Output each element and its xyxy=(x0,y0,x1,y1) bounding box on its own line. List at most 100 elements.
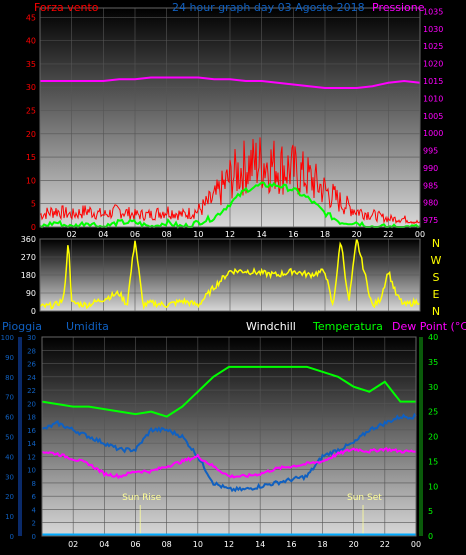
x-tick-label: 04 xyxy=(99,540,109,549)
x-tick-label: 00 xyxy=(411,540,421,549)
x-tick-label: 12 xyxy=(225,230,235,239)
humidity-tick-label: 0 xyxy=(32,533,36,541)
humidity-label: Umidita xyxy=(66,320,109,333)
sunset-label: Sun Set xyxy=(347,493,382,503)
pressure-tick-label: 1005 xyxy=(423,112,443,121)
x-tick-label: 16 xyxy=(288,230,298,239)
direction-tick-label: 270 xyxy=(21,253,36,262)
rain-tick-label: 10 xyxy=(5,513,14,521)
pressure-tick-label: 980 xyxy=(423,199,438,208)
pressure-tick-label: 1010 xyxy=(423,94,443,103)
chart-title: 24 hour graph day 03 Agosto 2018 xyxy=(172,1,365,14)
wind-tick-label: 0 xyxy=(31,223,36,232)
pressure-tick-label: 1025 xyxy=(423,42,443,51)
wind-axis-label: Forza vento xyxy=(34,1,99,14)
x-tick-label: 04 xyxy=(98,230,108,239)
x-tick-label: 06 xyxy=(130,230,140,239)
temperature-humidity-panel: 0246810121416182022242628300102030405060… xyxy=(1,320,466,549)
panel3-ticks: 0246810121416182022242628300102030405060… xyxy=(1,333,439,549)
wind-pressure-panel: 0510152025303540459759809859909951000100… xyxy=(26,1,444,239)
wind-tick-label: 45 xyxy=(26,13,36,22)
x-tick-label: 22 xyxy=(380,540,390,549)
panel3-series xyxy=(41,365,417,537)
x-tick-label: 20 xyxy=(352,230,362,239)
humidity-tick-label: 30 xyxy=(27,334,36,342)
humidity-tick-label: 20 xyxy=(27,400,36,408)
x-tick-label: 06 xyxy=(130,540,140,549)
compass-label: N xyxy=(432,305,440,318)
temperature-tick-label: 35 xyxy=(428,358,438,367)
x-tick-label: 18 xyxy=(320,230,330,239)
temperature-tick-label: 25 xyxy=(428,408,438,417)
humidity-tick-label: 16 xyxy=(27,427,36,435)
humidity-tick-label: 6 xyxy=(32,493,37,501)
direction-tick-label: 90 xyxy=(26,289,36,298)
temperature-axis-bar xyxy=(419,337,423,536)
pressure-tick-label: 1015 xyxy=(423,77,443,86)
humidity-tick-label: 12 xyxy=(27,453,36,461)
humidity-tick-label: 18 xyxy=(27,414,36,422)
temperature-tick-label: 0 xyxy=(428,532,433,541)
rain-tick-label: 20 xyxy=(5,493,14,501)
wind-tick-label: 15 xyxy=(26,153,36,162)
compass-label: S xyxy=(433,271,440,284)
x-tick-label: 08 xyxy=(162,230,172,239)
humidity-tick-label: 26 xyxy=(27,361,36,369)
humidity-tick-label: 4 xyxy=(32,506,37,514)
wind-tick-label: 5 xyxy=(31,200,36,209)
temperature-tick-label: 20 xyxy=(428,433,438,442)
sunrise-label: Sun Rise xyxy=(122,493,161,503)
temperature-tick-label: 5 xyxy=(428,507,433,516)
pressure-tick-label: 975 xyxy=(423,216,438,225)
wind-tick-label: 40 xyxy=(26,37,36,46)
humidity-tick-label: 10 xyxy=(27,467,36,475)
wind-tick-label: 10 xyxy=(26,176,36,185)
x-tick-label: 08 xyxy=(162,540,172,549)
x-tick-label: 10 xyxy=(193,230,203,239)
humidity-tick-label: 2 xyxy=(32,520,36,528)
x-tick-label: 16 xyxy=(286,540,296,549)
dewpoint-label: Dew Point (°C) xyxy=(392,320,466,333)
series-line xyxy=(41,412,417,493)
pressure-tick-label: 990 xyxy=(423,164,438,173)
x-tick-label: 20 xyxy=(349,540,359,549)
temperature-tick-label: 30 xyxy=(428,383,438,392)
wind-tick-label: 35 xyxy=(26,60,36,69)
humidity-tick-label: 24 xyxy=(27,374,36,382)
pressure-line xyxy=(40,76,421,89)
rain-label: Pioggia xyxy=(2,320,42,333)
wind-tick-label: 30 xyxy=(26,83,36,92)
x-tick-label: 02 xyxy=(68,540,78,549)
series-line xyxy=(41,447,417,480)
pressure-tick-label: 1020 xyxy=(423,60,443,69)
x-tick-label: 14 xyxy=(255,540,265,549)
wind-tick-label: 20 xyxy=(26,130,36,139)
rain-tick-label: 90 xyxy=(5,354,14,362)
gust-line xyxy=(39,137,421,225)
direction-tick-label: 360 xyxy=(21,235,36,244)
rain-tick-label: 100 xyxy=(1,334,14,342)
x-tick-label: 18 xyxy=(317,540,327,549)
compass-label: W xyxy=(431,254,442,267)
x-tick-label: 10 xyxy=(193,540,203,549)
rain-tick-label: 0 xyxy=(10,533,14,541)
compass-label: E xyxy=(433,288,440,301)
x-tick-label: 12 xyxy=(224,540,234,549)
direction-tick-label: 180 xyxy=(21,271,36,280)
direction-tick-label: 0 xyxy=(31,307,36,316)
pressure-axis-label: Pressione xyxy=(372,1,425,14)
series-line xyxy=(41,365,416,418)
rain-tick-label: 70 xyxy=(5,394,14,402)
rain-tick-label: 30 xyxy=(5,473,14,481)
x-tick-label: 00 xyxy=(415,230,425,239)
rain-tick-label: 50 xyxy=(5,434,14,442)
temperature-label: Temperatura xyxy=(312,320,383,333)
wind-tick-label: 25 xyxy=(26,107,36,116)
pressure-tick-label: 1000 xyxy=(423,129,443,138)
humidity-tick-label: 22 xyxy=(27,387,36,395)
humidity-tick-label: 28 xyxy=(27,347,36,355)
compass-label: N xyxy=(432,237,440,250)
